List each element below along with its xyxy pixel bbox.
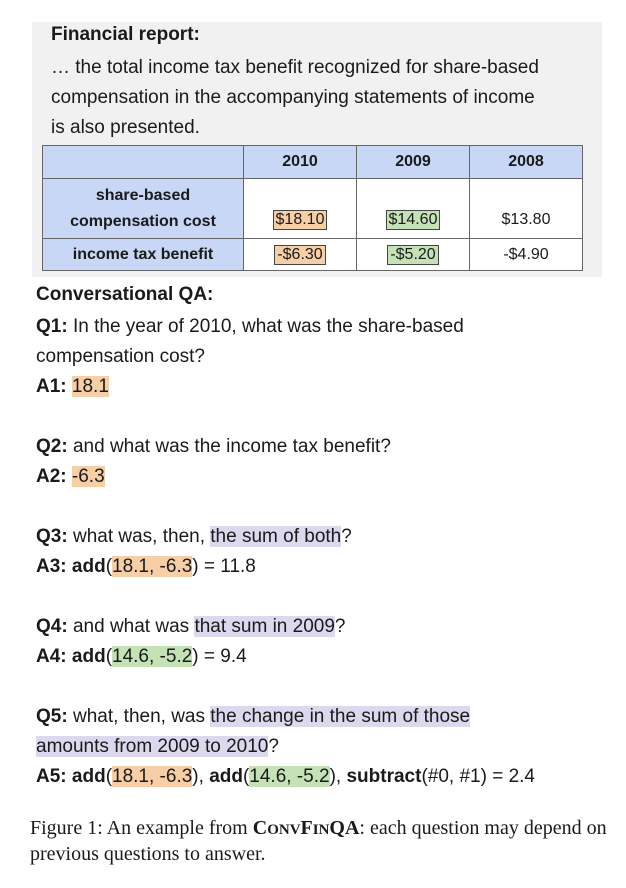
cell-value: $13.80	[501, 210, 551, 228]
table-cell: $18.10	[243, 178, 357, 239]
a5-args3: (#0, #1)	[421, 766, 487, 787]
cell-value-highlighted: $14.60	[385, 209, 441, 230]
cell-value-highlighted: $18.10	[272, 209, 328, 230]
q4-label: Q4:	[36, 616, 68, 637]
q2-label: Q2:	[36, 436, 68, 457]
figure-caption: Figure 1: An example from CONVFINQA: eac…	[30, 816, 615, 866]
answer-4: A4: add(14.6, -5.2) = 9.4	[36, 646, 247, 667]
a3-op: add	[71, 556, 106, 577]
table-header-2008: 2008	[469, 145, 583, 179]
a5-label: A5:	[36, 766, 67, 787]
question-5-line1: Q5: what, then, was the change in the su…	[36, 702, 471, 732]
q4-highlight: that sum in 2009	[194, 616, 335, 637]
cell-value-highlighted: -$6.30	[274, 244, 326, 265]
table-row: share-based compensation cost $18.10 $14…	[42, 178, 583, 239]
caption-suffix: : each question may depend on previous q…	[30, 817, 607, 865]
q1-label: Q1:	[36, 316, 68, 337]
financial-table: 2010 2009 2008 share-based compensation …	[42, 145, 583, 271]
a3-args: 18.1, -6.3	[112, 556, 193, 577]
caption-dataset-in: IN	[312, 822, 330, 838]
caption-dataset-f: F	[300, 817, 313, 839]
q4-text: and what was	[72, 616, 190, 637]
caption-prefix: Figure 1: An example from	[30, 817, 248, 839]
question-5-line2: amounts from 2009 to 2010?	[36, 732, 279, 762]
cell-value-highlighted: -$5.20	[387, 244, 439, 265]
answer-5: A5: add(18.1, -6.3), add(14.6, -5.2), su…	[36, 766, 535, 787]
a4-label: A4:	[36, 646, 67, 667]
caption-dataset-c: C	[252, 817, 268, 839]
report-title: Financial report:	[51, 24, 200, 45]
a3-result: = 11.8	[203, 556, 256, 577]
a2-answer: -6.3	[71, 466, 105, 487]
caption-dataset-onv: ONV	[267, 822, 301, 838]
q3-label: Q3:	[36, 526, 68, 547]
q1-text: In the year of 2010, what was the share-…	[36, 316, 464, 367]
q5-label: Q5:	[36, 706, 68, 727]
a1-answer: 18.1	[71, 376, 109, 397]
question-3: Q3: what was, then, the sum of both?	[36, 522, 352, 552]
a5-op3: subtract	[346, 766, 422, 787]
table-header-2009: 2009	[356, 145, 470, 179]
a3-label: A3:	[36, 556, 67, 577]
question-4: Q4: and what was that sum in 2009?	[36, 612, 346, 642]
table-header-2010: 2010	[243, 145, 357, 179]
table-cell: -$5.20	[356, 238, 470, 271]
row-label-share-based: share-based compensation cost	[42, 178, 244, 239]
a5-result: = 2.4	[492, 766, 535, 787]
q3-post: ?	[341, 526, 352, 547]
q3-text: what was, then,	[72, 526, 205, 547]
question-2: Q2: and what was the income tax benefit?	[36, 432, 391, 462]
conversational-qa-title: Conversational QA:	[36, 284, 214, 305]
q3-highlight: the sum of both	[210, 526, 342, 547]
a5-args2: 14.6, -5.2	[249, 766, 330, 787]
table-cell: -$4.90	[469, 238, 583, 271]
table-header-blank	[42, 145, 244, 179]
table-header-row: 2010 2009 2008	[42, 145, 583, 179]
a5-args1: 18.1, -6.3	[112, 766, 193, 787]
table-cell: $14.60	[356, 178, 470, 239]
q5-post: ?	[268, 736, 279, 757]
caption-dataset-qa: QA	[329, 817, 360, 839]
cell-value: -$4.90	[503, 245, 549, 263]
table-cell: $13.80	[469, 178, 583, 239]
table-row: income tax benefit -$6.30 -$5.20 -$4.90	[42, 238, 583, 271]
a5-op2: add	[209, 766, 243, 787]
table-cell: -$6.30	[243, 238, 357, 271]
answer-3: A3: add(18.1, -6.3) = 11.8	[36, 556, 256, 577]
report-text: … the total income tax benefit recognize…	[51, 57, 539, 138]
q5-highlight-line1: the change in the sum of those	[210, 706, 471, 727]
q5-text: what, then, was	[72, 706, 205, 727]
q5-highlight-line2: amounts from 2009 to 2010	[36, 736, 269, 757]
answer-1: A1: 18.1	[36, 372, 109, 402]
a5-op1: add	[71, 766, 106, 787]
q2-text: and what was the income tax benefit?	[72, 436, 391, 457]
a4-op: add	[71, 646, 106, 667]
a4-result: = 9.4	[203, 646, 247, 667]
a2-label: A2:	[36, 466, 67, 487]
a1-label: A1:	[36, 376, 67, 397]
question-1: Q1: In the year of 2010, what was the sh…	[36, 312, 556, 372]
q4-post: ?	[334, 616, 346, 637]
answer-2: A2: -6.3	[36, 462, 105, 492]
row-label-income-tax: income tax benefit	[42, 238, 244, 271]
a4-args: 14.6, -5.2	[112, 646, 193, 667]
